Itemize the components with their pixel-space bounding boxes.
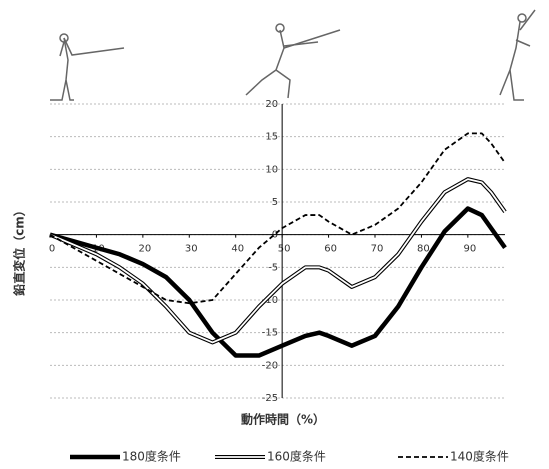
x-tick-label: 30: [185, 244, 198, 255]
y-tick-label: -20: [262, 360, 278, 371]
x-tick-label: 90: [463, 244, 476, 255]
y-axis-title: 鉛直変位（cm）: [12, 204, 27, 297]
x-tick-label: 50: [278, 244, 291, 255]
y-tick-label: -5: [268, 262, 278, 273]
y-tick-label: -25: [262, 393, 278, 404]
x-tick-label: 60: [324, 244, 337, 255]
y-tick-label: 10: [265, 164, 278, 175]
legend-label: 180度条件: [122, 449, 181, 464]
chart: 動作時間（%） 鉛直変位（cm） 20151050-5-10-15-20-250…: [0, 0, 549, 465]
x-tick-label: 80: [417, 244, 430, 255]
y-tick-label: 20: [265, 99, 278, 110]
x-tick-label: 40: [231, 244, 244, 255]
legend-label: 140度条件: [450, 449, 509, 464]
x-axis-title: 動作時間（%）: [241, 412, 325, 427]
x-tick-label: 20: [138, 244, 151, 255]
x-tick-label: 0: [49, 244, 55, 255]
x-tick-label: 70: [371, 244, 384, 255]
y-tick-label: -15: [262, 328, 278, 339]
legend-label: 160度条件: [267, 449, 326, 464]
series-line: [50, 133, 505, 303]
y-tick-label: 5: [272, 197, 278, 208]
y-tick-label: 15: [265, 132, 278, 143]
stick-figures: [50, 10, 535, 100]
